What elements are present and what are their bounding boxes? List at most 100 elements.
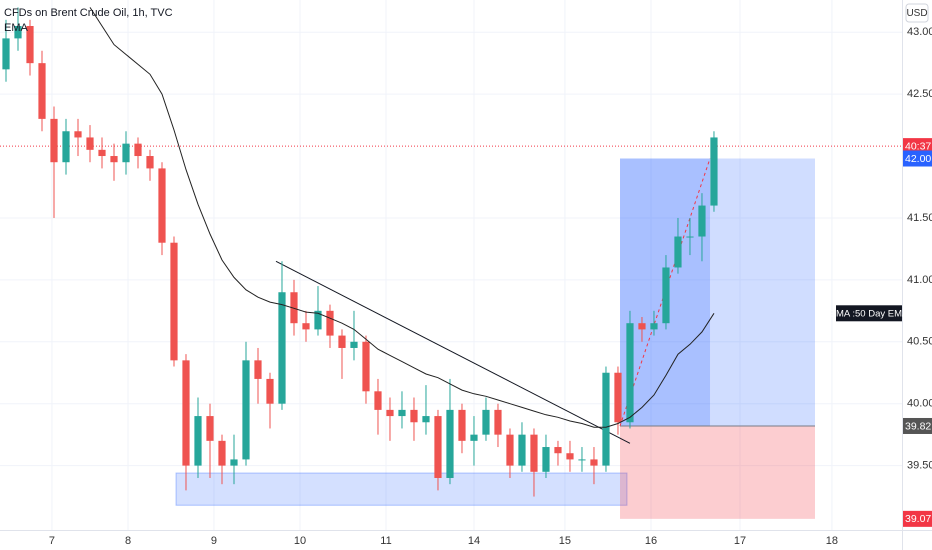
position-price-label-box <box>903 150 932 167</box>
candle-body <box>74 131 82 138</box>
x-tick-label: 15 <box>559 535 571 547</box>
chart-title: CFDs on Brent Crude Oil, 1h, TVC <box>4 7 173 19</box>
candle-body <box>638 323 646 330</box>
candle-body <box>26 26 34 64</box>
candle-body <box>314 310 322 330</box>
candle-body <box>542 447 550 472</box>
candle-body <box>686 236 694 238</box>
candle-body <box>338 335 346 348</box>
candle-body <box>482 409 490 435</box>
candle-body <box>386 409 394 417</box>
progress-line <box>619 158 711 427</box>
candle-body <box>230 459 238 466</box>
candle-body <box>458 409 466 441</box>
currency-box[interactable] <box>905 3 929 23</box>
candle-body <box>170 242 178 361</box>
last-price-label: 40:37 <box>905 140 931 152</box>
candle-body <box>242 360 250 460</box>
candle-body <box>14 26 22 39</box>
candle-body <box>2 38 10 70</box>
candle-body <box>362 341 370 392</box>
candle-body <box>38 63 46 119</box>
x-tick-label: 16 <box>645 535 657 547</box>
candle-body <box>290 292 298 324</box>
profit-zone <box>710 158 816 426</box>
candle-body <box>470 434 478 441</box>
position-price-label: 42.00 <box>905 153 931 165</box>
candle-body <box>350 341 358 348</box>
candle-body <box>602 372 610 466</box>
candle-body <box>158 168 166 243</box>
candle-body <box>674 236 682 268</box>
candle-body <box>206 416 214 441</box>
candle-body <box>398 409 406 417</box>
candle-body <box>698 205 706 237</box>
candle-body <box>614 372 622 423</box>
position-price-label: 39.07 <box>905 513 931 525</box>
candle-body <box>146 156 154 169</box>
y-tick-label: 40.00 <box>907 398 932 410</box>
candle-body <box>278 292 286 404</box>
x-tick-label: 9 <box>211 535 217 547</box>
y-tick-label: 39.50 <box>907 460 932 472</box>
candle-body <box>134 143 142 157</box>
candle-body <box>218 440 226 466</box>
ema-label-box <box>836 305 902 322</box>
candle-body <box>62 131 70 163</box>
candle-body <box>506 434 514 466</box>
candle-body <box>422 416 430 423</box>
candle-body <box>110 156 118 163</box>
candle-body <box>374 391 382 410</box>
candle-body <box>254 360 262 379</box>
y-tick-label: 41.00 <box>907 274 932 286</box>
x-tick-label: 7 <box>49 535 55 547</box>
x-tick-label: 8 <box>125 535 131 547</box>
x-tick-label: 17 <box>734 535 746 547</box>
loss-zone <box>620 425 816 519</box>
ema-label: EMA :50 Day EMA <box>830 308 909 319</box>
candle-body <box>494 409 502 435</box>
candle-body <box>566 453 574 460</box>
support-zone <box>175 472 628 506</box>
marks-layer <box>2 7 718 497</box>
candle-body <box>182 360 190 466</box>
candle-body <box>50 118 58 163</box>
candle-body <box>578 459 586 461</box>
x-tick-label: 18 <box>826 535 838 547</box>
x-tick-label: 11 <box>380 535 391 547</box>
candle-body <box>710 137 718 206</box>
y-tick-label: 40.50 <box>907 336 932 348</box>
indicator-name: EMA <box>4 22 29 34</box>
candle-body <box>446 409 454 478</box>
y-tick-label: 42.50 <box>907 88 932 100</box>
candle-body <box>662 267 670 324</box>
y-tick-label: 43.00 <box>907 26 932 38</box>
candle-body <box>590 459 598 466</box>
candle-body <box>410 409 418 423</box>
candle-body <box>626 323 634 423</box>
ema-line <box>89 7 715 428</box>
position-price-label-box <box>903 417 932 434</box>
background-layer <box>0 0 902 530</box>
x-tick-label: 10 <box>294 535 306 547</box>
candle-body <box>554 447 562 454</box>
x-tick-label: 14 <box>468 535 480 547</box>
y-tick-label: 41.50 <box>907 212 932 224</box>
candle-body <box>86 137 94 150</box>
candle-body <box>518 434 526 466</box>
currency[interactable]: USD <box>906 8 927 19</box>
last-price-label-box <box>903 138 932 155</box>
candle-body <box>194 416 202 466</box>
candle-body <box>122 143 130 163</box>
trendline <box>275 260 631 444</box>
candle-body <box>650 323 658 330</box>
position-price-label-box <box>903 510 932 527</box>
candle-body <box>302 323 310 330</box>
candle-body <box>530 434 538 472</box>
candle-body <box>98 149 106 157</box>
candle-body <box>434 416 442 478</box>
position-price-label: 39.82 <box>905 420 931 432</box>
candle-body <box>266 378 274 404</box>
